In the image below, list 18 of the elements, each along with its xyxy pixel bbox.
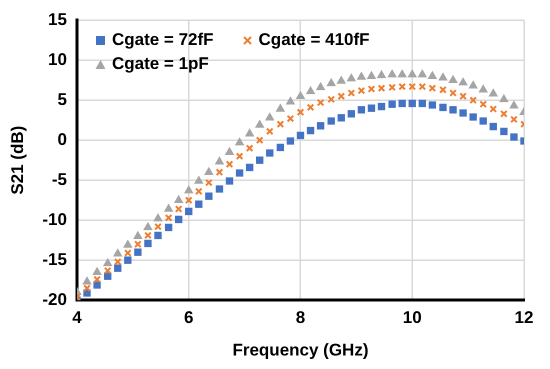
y-axis-title: S21 (dB) xyxy=(8,126,27,195)
legend-label: Cgate = 72fF xyxy=(112,30,214,50)
legend-label: Cgate = 410fF xyxy=(258,30,370,50)
y-tick-label: -5 xyxy=(52,170,67,189)
x-tick-label: 4 xyxy=(72,308,82,328)
y-tick-label: -10 xyxy=(42,210,67,229)
x-tick-label: 10 xyxy=(402,308,422,328)
x-tick-label: 12 xyxy=(514,308,534,328)
x-tick-label: 6 xyxy=(184,308,194,328)
legend-label: Cgate = 1pF xyxy=(112,54,209,74)
x-tick-label: 8 xyxy=(296,308,306,328)
y-tick-label: 0 xyxy=(58,130,67,149)
x-axis-title: Frequency (GHz) xyxy=(232,340,368,360)
y-tick-label: 15 xyxy=(48,10,67,29)
y-tick-label: -15 xyxy=(42,250,67,269)
y-tick-label: 5 xyxy=(58,90,67,109)
y-tick-label: -20 xyxy=(42,290,67,309)
y-tick-label: 10 xyxy=(48,50,67,69)
